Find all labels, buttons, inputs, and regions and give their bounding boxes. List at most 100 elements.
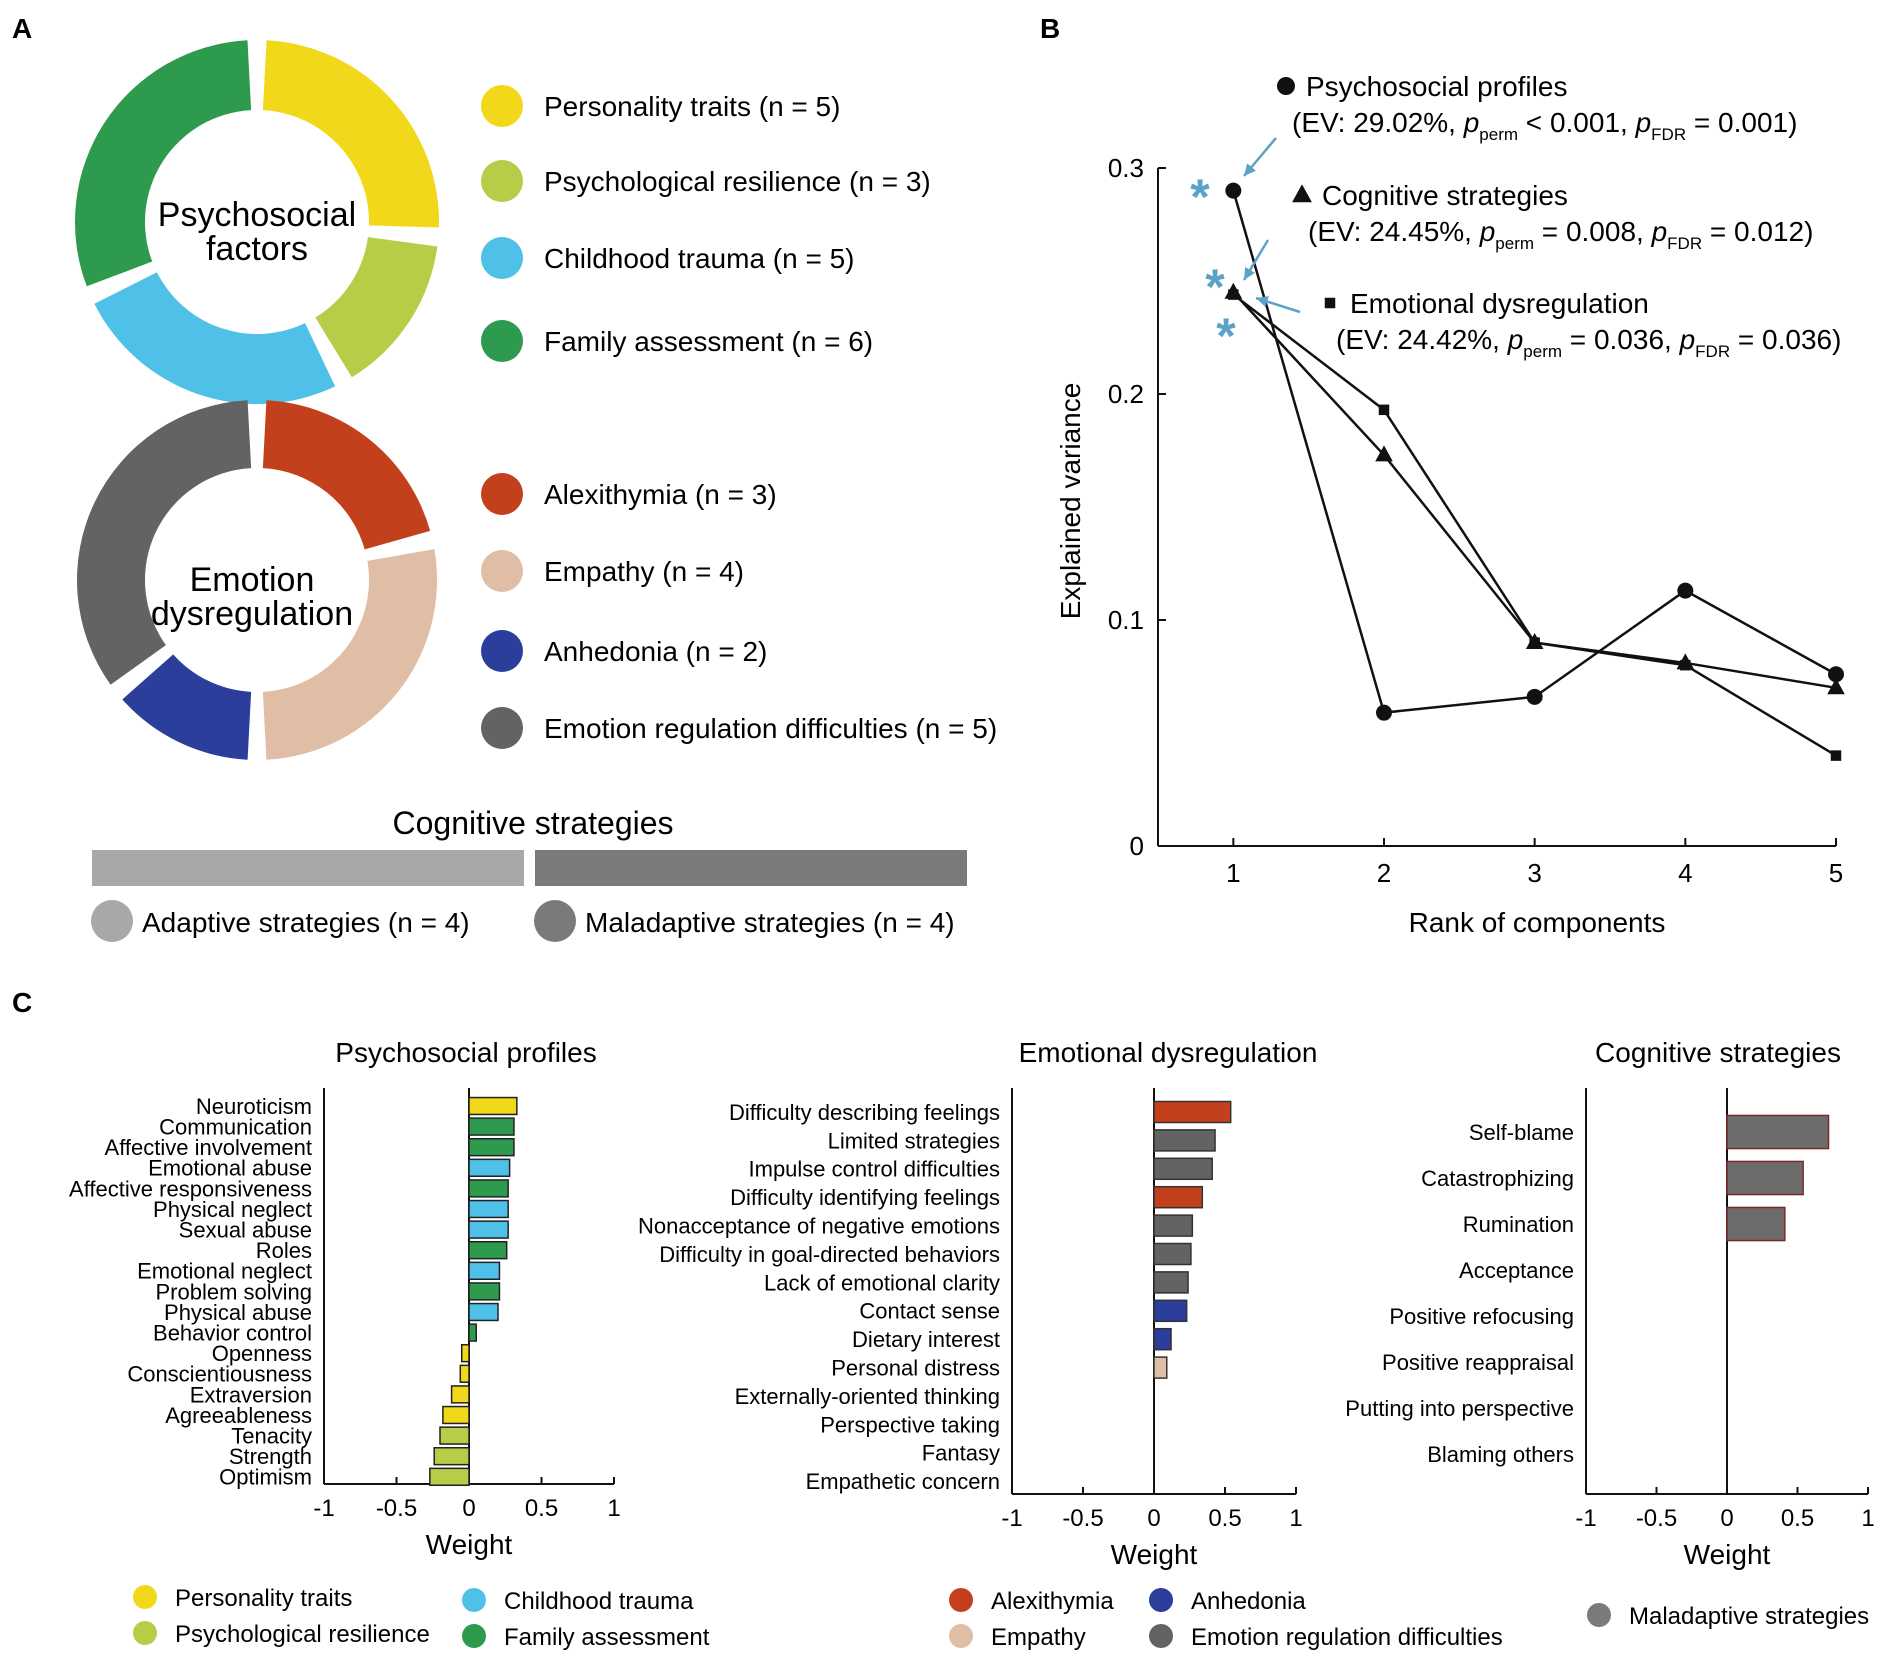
c-legend-label-maladaptive-strategies: Maladaptive strategies — [1629, 1603, 1869, 1630]
c-bar-physical-neglect — [468, 1199, 509, 1219]
b-legend-marker-cognitive-strategies — [1292, 184, 1312, 203]
c-x-tick-label-3: 0.5 — [1781, 1505, 1814, 1532]
c-legend-swatch-personality — [133, 1585, 157, 1609]
c-category-label-emotional-abuse: Emotional abuse — [148, 1156, 312, 1181]
c-category-label-affective-responsiveness: Affective responsiveness — [69, 1176, 312, 1201]
c-category-label-positive-refocusing: Positive refocusing — [1389, 1304, 1574, 1329]
c-bar-limited-strategies — [1153, 1129, 1216, 1152]
stats-fdr-subscript: FDR — [1695, 342, 1730, 361]
c-x-tick-label-4: 1 — [607, 1495, 620, 1522]
stats-fdr-value: = 0.012) — [1702, 216, 1813, 247]
c-category-label-conscientiousness: Conscientiousness — [127, 1362, 312, 1387]
legend-label-empathy: Empathy (n = 4) — [544, 556, 744, 587]
b-significance-asterisk-3: * — [1216, 308, 1236, 364]
b-point-emotional-dysregulation-5 — [1830, 750, 1842, 761]
c-legend-label-alexithymia: Alexithymia — [991, 1588, 1114, 1615]
b-legend-stats-psychosocial-profiles: (EV: 29.02%, pperm < 0.001, pFDR = 0.001… — [1292, 107, 1797, 144]
c-bar-emotional-abuse — [468, 1158, 511, 1177]
c-category-label-lack-of-emotional-clarity: Lack of emotional clarity — [764, 1270, 1000, 1295]
b-point-psychosocial-profiles-1 — [1225, 182, 1242, 199]
c-x-axis-label: Weight — [1111, 1539, 1198, 1570]
panel-label-c: C — [12, 987, 32, 1018]
c-bar-difficulty-identifying-feelings — [1153, 1185, 1204, 1209]
c-bar-physical-abuse — [468, 1302, 499, 1322]
legend-label-resilience: Psychological resilience (n = 3) — [544, 166, 931, 197]
stats-prefix: (EV: 24.45%, — [1308, 216, 1480, 247]
c-category-label-nonacceptance-of-negative-emotions: Nonacceptance of negative emotions — [638, 1214, 1000, 1239]
c-bar-neuroticism — [468, 1096, 518, 1116]
c-category-label-fantasy: Fantasy — [922, 1441, 1000, 1466]
c-category-label-personal-distress: Personal distress — [831, 1356, 1000, 1381]
b-legend-name-emotional-dysregulation: Emotional dysregulation — [1350, 288, 1649, 319]
c-category-label-physical-abuse: Physical abuse — [164, 1300, 312, 1325]
stats-prefix: (EV: 29.02%, — [1292, 107, 1464, 138]
b-legend-marker-psychosocial-profiles — [1277, 77, 1295, 95]
c-legend-label-family-assessment: Family assessment — [504, 1624, 710, 1651]
c-legend-label-psychological-resilience: Psychological resilience — [175, 1621, 430, 1648]
c-bar-personal-distress — [1153, 1356, 1168, 1379]
c-x-tick-label-2: 0 — [1147, 1505, 1160, 1532]
c-x-tick-label-4: 1 — [1289, 1505, 1302, 1532]
b-y-axis-label: Explained variance — [1055, 383, 1086, 620]
c-category-label-sexual-abuse: Sexual abuse — [179, 1218, 312, 1243]
c-category-label-externally-oriented-thinking: Externally-oriented thinking — [735, 1384, 1000, 1409]
donut1-slice-personality — [262, 40, 439, 228]
b-legend-stats-cognitive-strategies: (EV: 24.45%, pperm = 0.008, pFDR = 0.012… — [1308, 216, 1813, 253]
b-significance-asterisk-1: * — [1190, 169, 1210, 225]
b-legend-name-psychosocial-profiles: Psychosocial profiles — [1306, 71, 1567, 102]
c-category-label-extraversion: Extraversion — [190, 1382, 312, 1407]
b-x-tick-label-5: 5 — [1829, 858, 1843, 888]
stats-fdr-subscript: FDR — [1651, 125, 1686, 144]
b-point-emotional-dysregulation-3 — [1529, 637, 1540, 648]
c-x-tick-label-2: 0 — [1720, 1505, 1733, 1532]
stats-p-symbol: p — [1463, 107, 1480, 138]
b-legend-marker-shape-cognitive-strategies — [1292, 184, 1312, 203]
c-category-label-rumination: Rumination — [1463, 1212, 1574, 1237]
c-bar-nonacceptance-of-negative-emotions — [1153, 1214, 1194, 1237]
c-bar-optimism — [429, 1467, 470, 1486]
c-category-label-positive-reappraisal: Positive reappraisal — [1382, 1350, 1574, 1375]
c-bar-emotional-neglect — [468, 1261, 501, 1280]
c-category-label-emotional-neglect: Emotional neglect — [137, 1259, 312, 1284]
c-bar-agreeableness — [442, 1405, 470, 1425]
c-x-tick-label-0: -1 — [1575, 1505, 1596, 1532]
c-category-label-difficulty-describing-feelings: Difficulty describing feelings — [729, 1100, 1000, 1125]
c-bar-affective-responsiveness — [468, 1179, 509, 1198]
b-legend-marker-emotional-dysregulation — [1324, 297, 1336, 309]
panel-c-emotional-dysregulation: Emotional dysregulation -1 -0.5 0 0.5 1 Weight… — [638, 1037, 1503, 1651]
legend-swatch-trauma — [481, 237, 523, 279]
c-bar-behavior-control — [468, 1323, 477, 1342]
c-bar-tenacity — [439, 1426, 470, 1445]
c-category-label-contact-sense: Contact sense — [859, 1299, 1000, 1324]
c-legend-label-personality-traits: Personality traits — [175, 1585, 352, 1612]
c-x-tick-label-0: -1 — [1001, 1505, 1022, 1532]
panel-c-cognitive-strategies: Cognitive strategies -1 -0.5 0 0.5 1 Weight Sel… — [1345, 1037, 1874, 1630]
c-bar-roles — [468, 1241, 508, 1260]
c-bar-lack-of-emotional-clarity — [1153, 1271, 1189, 1294]
c-legend-label-empathy: Empathy — [991, 1624, 1086, 1651]
donut2-center-label-line1: Emotion — [190, 561, 315, 599]
donut2-slice-alexithymia — [262, 400, 431, 550]
panel-label-b: B — [1040, 13, 1060, 44]
c-bar-self-blame — [1726, 1114, 1830, 1150]
b-point-cognitive-strategies-5 — [1827, 678, 1845, 695]
c-x-tick-label-0: -1 — [313, 1495, 334, 1522]
c-legend-swatch-resilience — [133, 1621, 157, 1645]
c-bar-sexual-abuse — [468, 1220, 509, 1239]
b-x-tick-label-1: 1 — [1226, 858, 1240, 888]
c-category-label-behavior-control: Behavior control — [153, 1321, 312, 1346]
legend-label-personality: Personality traits (n = 5) — [544, 91, 840, 122]
panel-label-a: A — [12, 13, 32, 44]
legend-label-alexithymia: Alexithymia (n = 3) — [544, 479, 777, 510]
c-category-label-self-blame: Self-blame — [1469, 1120, 1574, 1145]
c-category-label-limited-strategies: Limited strategies — [828, 1128, 1000, 1153]
c-x-tick-label-1: -0.5 — [376, 1495, 417, 1522]
legend-swatch-erd — [481, 707, 523, 749]
b-point-psychosocial-profiles-4 — [1677, 582, 1694, 599]
donut1-slice-resilience — [315, 237, 438, 378]
legend-label-trauma: Childhood trauma (n = 5) — [544, 243, 855, 274]
panel-b-explained-variance: Explained variance Rank of components 1 2… — [1055, 71, 1845, 938]
donut1-slice-trauma — [94, 272, 336, 405]
b-legend-stats-emotional-dysregulation: (EV: 24.42%, pperm = 0.036, pFDR = 0.036… — [1336, 324, 1841, 361]
legend-label-erd: Emotion regulation difficulties (n = 5) — [544, 713, 997, 744]
